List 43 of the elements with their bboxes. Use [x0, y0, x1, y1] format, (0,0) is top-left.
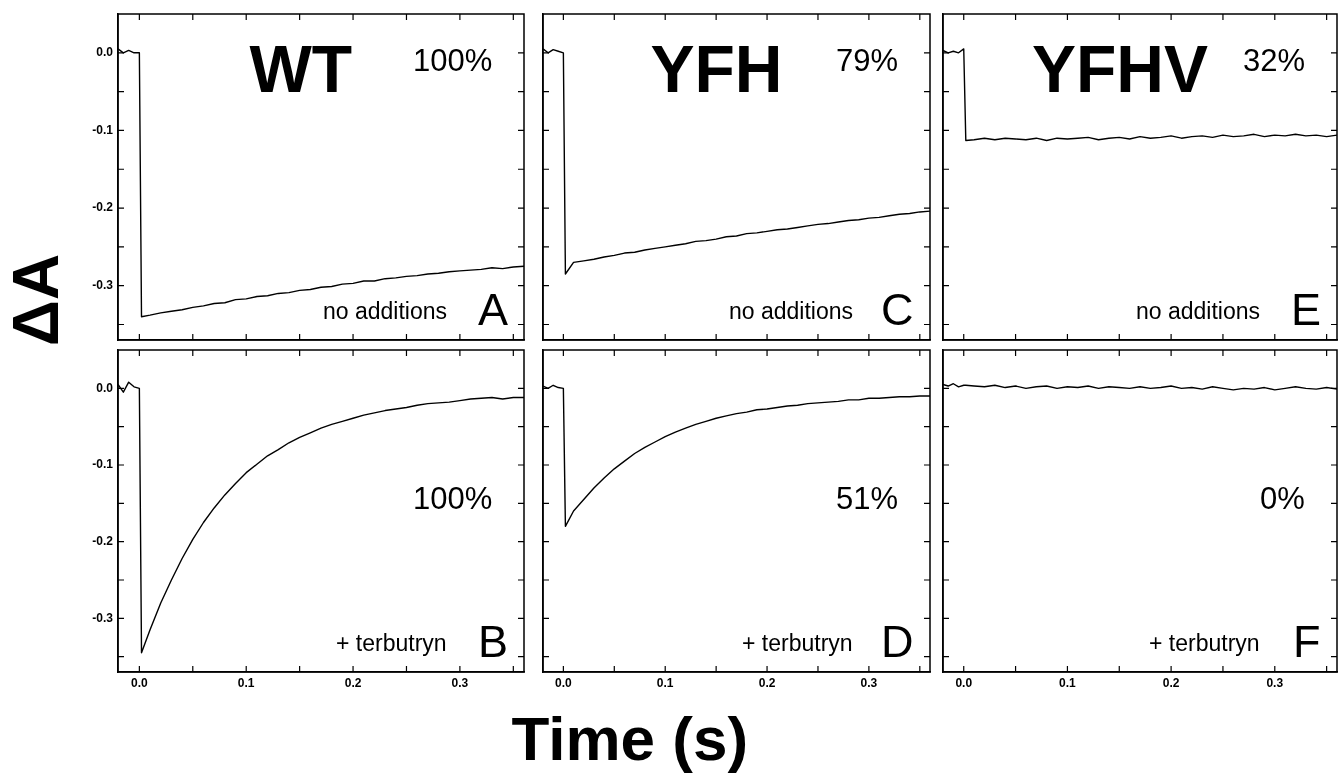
- annotation: no additions: [1136, 298, 1261, 324]
- annotation: 0%: [1260, 481, 1305, 516]
- y-tick-label: -0.1: [92, 122, 114, 137]
- x-tick-label: 0.2: [344, 675, 362, 690]
- annotation: C: [881, 284, 914, 335]
- y-tick-label: -0.2: [92, 533, 114, 548]
- x-tick-label: 0.0: [131, 675, 149, 690]
- x-tick-label: 0.3: [860, 675, 878, 690]
- x-tick-label: 0.1: [656, 675, 674, 690]
- y-tick-label: -0.1: [92, 457, 114, 472]
- x-tick-label: 0.0: [555, 675, 573, 690]
- annotation: + terbutryn: [742, 630, 853, 656]
- chart-title: YFHV: [1032, 32, 1209, 106]
- annotation: F: [1293, 616, 1321, 667]
- annotation: 100%: [413, 43, 493, 78]
- x-tick-label: 0.2: [1162, 675, 1180, 690]
- chart-title: WT: [249, 32, 353, 106]
- x-tick-label: 0.1: [237, 675, 255, 690]
- y-tick-label: 0.0: [96, 45, 114, 60]
- annotation: + terbutryn: [1149, 630, 1260, 656]
- x-tick-label: 0.3: [451, 675, 469, 690]
- x-tick-label: 0.1: [1059, 675, 1077, 690]
- annotation: A: [478, 284, 509, 335]
- chart-title: YFH: [650, 32, 783, 106]
- annotation: B: [478, 616, 509, 667]
- y-tick-label: -0.3: [92, 610, 114, 625]
- y-axis-title: ΔA: [0, 253, 73, 347]
- annotation: 51%: [836, 481, 899, 516]
- annotation: 100%: [413, 481, 493, 516]
- annotation: D: [881, 616, 914, 667]
- annotation: E: [1291, 284, 1322, 335]
- x-tick-label: 0.3: [1266, 675, 1284, 690]
- annotation: 79%: [836, 43, 899, 78]
- y-tick-label: -0.3: [92, 277, 114, 292]
- y-tick-label: 0.0: [96, 380, 114, 395]
- annotation: no additions: [729, 298, 854, 324]
- x-tick-label: 0.0: [955, 675, 973, 690]
- annotation: 32%: [1243, 43, 1306, 78]
- x-tick-label: 0.2: [758, 675, 776, 690]
- x-axis-title: Time (s): [511, 704, 749, 773]
- annotation: + terbutryn: [336, 630, 447, 656]
- annotation: no additions: [323, 298, 448, 324]
- y-tick-label: -0.2: [92, 200, 114, 215]
